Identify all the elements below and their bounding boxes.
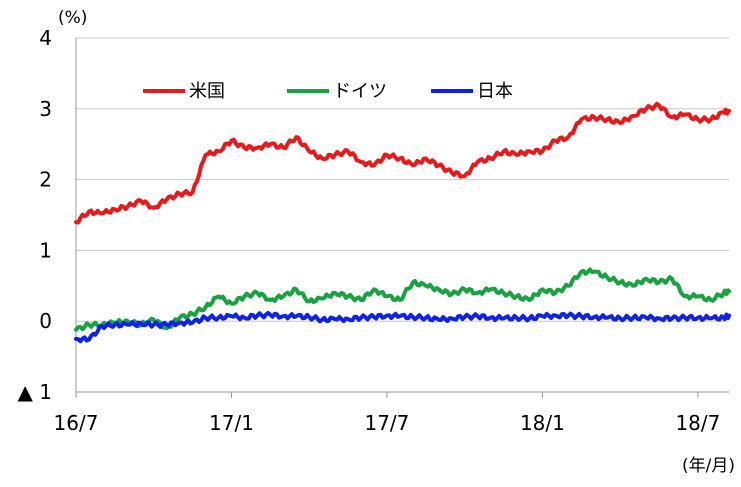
x-tick-label-1: 17/1 — [209, 411, 254, 435]
axes: 4 3 2 1 0 ▲ 116/7 17/1 17/7 18/1 18/7 — [18, 26, 729, 435]
legend-label-2: 日本 — [477, 81, 513, 102]
y-tick-label-2: 2 — [39, 168, 52, 192]
x-axis-unit: (年/月) — [682, 456, 735, 476]
y-tick-label-5: ▲ 1 — [18, 380, 52, 404]
y-tick-label-3: 1 — [39, 238, 52, 262]
x-tick-label-2: 17/7 — [364, 411, 409, 435]
series-line-1 — [74, 267, 731, 332]
y-tick-label-4: 0 — [39, 309, 52, 333]
legend-label-1: ドイツ — [333, 81, 387, 102]
series-line-0 — [74, 101, 731, 225]
grid-lines — [76, 37, 729, 322]
x-tick-label-3: 18/1 — [520, 411, 565, 435]
series-line-2 — [74, 310, 731, 344]
y-tick-label-1: 3 — [39, 97, 52, 121]
y-tick-label-0: 4 — [39, 26, 52, 50]
legend: 米国 ドイツ 日本 — [143, 81, 513, 102]
x-tick-label-0: 16/7 — [54, 411, 99, 435]
legend-label-0: 米国 — [189, 81, 225, 102]
y-axis-unit: (%) — [58, 8, 87, 28]
series-lines — [74, 101, 731, 344]
x-tick-label-4: 18/7 — [675, 411, 720, 435]
